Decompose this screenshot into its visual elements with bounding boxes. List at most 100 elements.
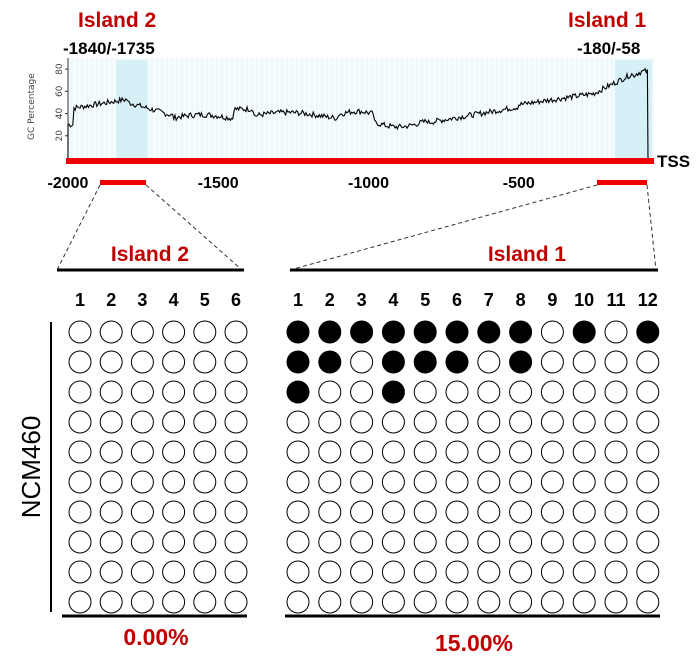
unmethylated-cpg-circle xyxy=(224,350,248,374)
unmethylated-cpg-circle xyxy=(509,470,533,494)
unmethylated-cpg-circle xyxy=(604,380,628,404)
unmethylated-cpg-circle xyxy=(99,380,123,404)
gc-y-ticks: 20 40 60 80 xyxy=(55,63,68,142)
unmethylated-cpg-circle xyxy=(636,440,660,464)
unmethylated-cpg-circle xyxy=(413,440,437,464)
unmethylated-cpg-circle xyxy=(224,380,248,404)
unmethylated-cpg-circle xyxy=(162,380,186,404)
unmethylated-cpg-circle xyxy=(509,440,533,464)
unmethylated-cpg-circle xyxy=(604,590,628,614)
promoter-baseline-bar xyxy=(66,158,654,164)
unmethylated-cpg-circle xyxy=(413,470,437,494)
unmethylated-cpg-circle xyxy=(99,590,123,614)
gc-x-tick-label: -2000 xyxy=(48,175,89,192)
unmethylated-cpg-circle xyxy=(540,560,564,584)
unmethylated-cpg-circle xyxy=(572,380,596,404)
column-number: 12 xyxy=(638,290,658,310)
methylated-cpg-circle xyxy=(381,380,405,404)
methylated-cpg-circle xyxy=(477,320,501,344)
unmethylated-cpg-circle xyxy=(350,380,374,404)
unmethylated-cpg-circle xyxy=(604,350,628,374)
unmethylated-cpg-circle xyxy=(286,560,310,584)
unmethylated-cpg-circle xyxy=(604,440,628,464)
unmethylated-cpg-circle xyxy=(162,590,186,614)
unmethylated-cpg-circle xyxy=(604,470,628,494)
unmethylated-cpg-circle xyxy=(350,440,374,464)
methylated-cpg-circle xyxy=(286,380,310,404)
unmethylated-cpg-circle xyxy=(193,560,217,584)
column-number: 2 xyxy=(106,290,116,310)
island1-methylation-percent: 15.00% xyxy=(435,630,513,656)
unmethylated-cpg-circle xyxy=(318,470,342,494)
unmethylated-cpg-circle xyxy=(509,590,533,614)
unmethylated-cpg-circle xyxy=(445,440,469,464)
gc-percentage-plot: 20 40 60 80 GC Percentage xyxy=(27,58,654,164)
unmethylated-cpg-circle xyxy=(477,590,501,614)
unmethylated-cpg-circle xyxy=(477,350,501,374)
unmethylated-cpg-circle xyxy=(193,440,217,464)
unmethylated-cpg-circle xyxy=(604,410,628,434)
unmethylated-cpg-circle xyxy=(477,470,501,494)
unmethylated-cpg-circle xyxy=(413,590,437,614)
unmethylated-cpg-circle xyxy=(509,500,533,524)
unmethylated-cpg-circle xyxy=(318,590,342,614)
unmethylated-cpg-circle xyxy=(636,560,660,584)
column-number: 6 xyxy=(452,290,462,310)
gc-x-tick-label: -1000 xyxy=(348,175,389,192)
unmethylated-cpg-circle xyxy=(68,320,92,344)
island1-column-numbers: 1 2 3 4 5 6 7 8 9 10 11 12 xyxy=(293,290,658,310)
unmethylated-cpg-circle xyxy=(286,500,310,524)
unmethylated-cpg-circle xyxy=(636,350,660,374)
unmethylated-cpg-circle xyxy=(636,470,660,494)
methylated-cpg-circle xyxy=(413,350,437,374)
island2-highlight-region xyxy=(116,60,148,158)
unmethylated-cpg-circle xyxy=(350,470,374,494)
unmethylated-cpg-circle xyxy=(445,380,469,404)
unmethylated-cpg-circle xyxy=(445,590,469,614)
unmethylated-cpg-circle xyxy=(162,320,186,344)
methylated-cpg-circle xyxy=(413,320,437,344)
unmethylated-cpg-circle xyxy=(509,410,533,434)
unmethylated-cpg-circle xyxy=(130,500,154,524)
unmethylated-cpg-circle xyxy=(224,530,248,554)
unmethylated-cpg-circle xyxy=(68,410,92,434)
unmethylated-cpg-circle xyxy=(193,350,217,374)
unmethylated-cpg-circle xyxy=(193,470,217,494)
unmethylated-cpg-circle xyxy=(604,560,628,584)
unmethylated-cpg-circle xyxy=(540,530,564,554)
unmethylated-cpg-circle xyxy=(572,470,596,494)
unmethylated-cpg-circle xyxy=(130,440,154,464)
unmethylated-cpg-circle xyxy=(381,440,405,464)
unmethylated-cpg-circle xyxy=(286,410,310,434)
unmethylated-cpg-circle xyxy=(162,530,186,554)
unmethylated-cpg-circle xyxy=(286,530,310,554)
unmethylated-cpg-circle xyxy=(318,560,342,584)
unmethylated-cpg-circle xyxy=(162,560,186,584)
unmethylated-cpg-circle xyxy=(193,320,217,344)
unmethylated-cpg-circle xyxy=(318,410,342,434)
column-number: 1 xyxy=(75,290,85,310)
gc-y-tick-label: 80 xyxy=(55,63,65,75)
column-number: 6 xyxy=(231,290,241,310)
unmethylated-cpg-circle xyxy=(540,470,564,494)
unmethylated-cpg-circle xyxy=(68,350,92,374)
unmethylated-cpg-circle xyxy=(286,470,310,494)
unmethylated-cpg-circle xyxy=(99,350,123,374)
methylated-cpg-circle xyxy=(381,320,405,344)
unmethylated-cpg-circle xyxy=(413,530,437,554)
unmethylated-cpg-circle xyxy=(477,560,501,584)
column-number: 8 xyxy=(516,290,526,310)
unmethylated-cpg-circle xyxy=(68,380,92,404)
unmethylated-cpg-circle xyxy=(68,560,92,584)
unmethylated-cpg-circle xyxy=(193,500,217,524)
gc-x-tick-labels: -2000 -1500 -1000 -500 xyxy=(48,175,535,192)
unmethylated-cpg-circle xyxy=(477,410,501,434)
column-number: 3 xyxy=(137,290,147,310)
methylated-cpg-circle xyxy=(572,320,596,344)
island2-top-title: Island 2 xyxy=(78,9,156,32)
unmethylated-cpg-circle xyxy=(381,590,405,614)
unmethylated-cpg-circle xyxy=(540,350,564,374)
unmethylated-cpg-circle xyxy=(350,590,374,614)
unmethylated-cpg-circle xyxy=(381,500,405,524)
unmethylated-cpg-circle xyxy=(193,530,217,554)
